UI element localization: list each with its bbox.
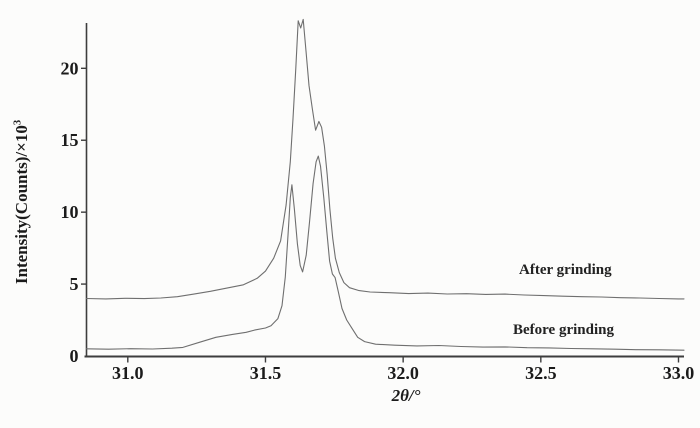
- x-tick-label: 32.0: [387, 363, 419, 383]
- curve-after-grinding: [85, 18, 685, 300]
- y-tick-label: 0: [70, 346, 79, 366]
- y-tick-label: 5: [70, 274, 79, 294]
- x-tick-label: 33.0: [663, 363, 695, 383]
- y-tick-label: 20: [61, 58, 79, 78]
- y-tick-label: 15: [61, 130, 79, 150]
- x-tick-label: 31.0: [112, 363, 144, 383]
- y-axis-title-exponent: 3: [12, 119, 24, 126]
- series-label-after-grinding: After grinding: [519, 262, 612, 278]
- x-tick-label: 32.5: [525, 363, 557, 383]
- y-tick-label: 10: [61, 202, 79, 222]
- series-label-before-grinding: Before grinding: [513, 322, 614, 338]
- x-axis-title: 2θ/°: [391, 386, 421, 405]
- curve-before-grinding: [85, 155, 685, 351]
- x-tick-label: 31.5: [250, 363, 282, 383]
- y-axis-title-text: Intensity(Counts)/×10: [12, 125, 31, 285]
- y-axis-title: Intensity(Counts)/×103: [12, 120, 32, 284]
